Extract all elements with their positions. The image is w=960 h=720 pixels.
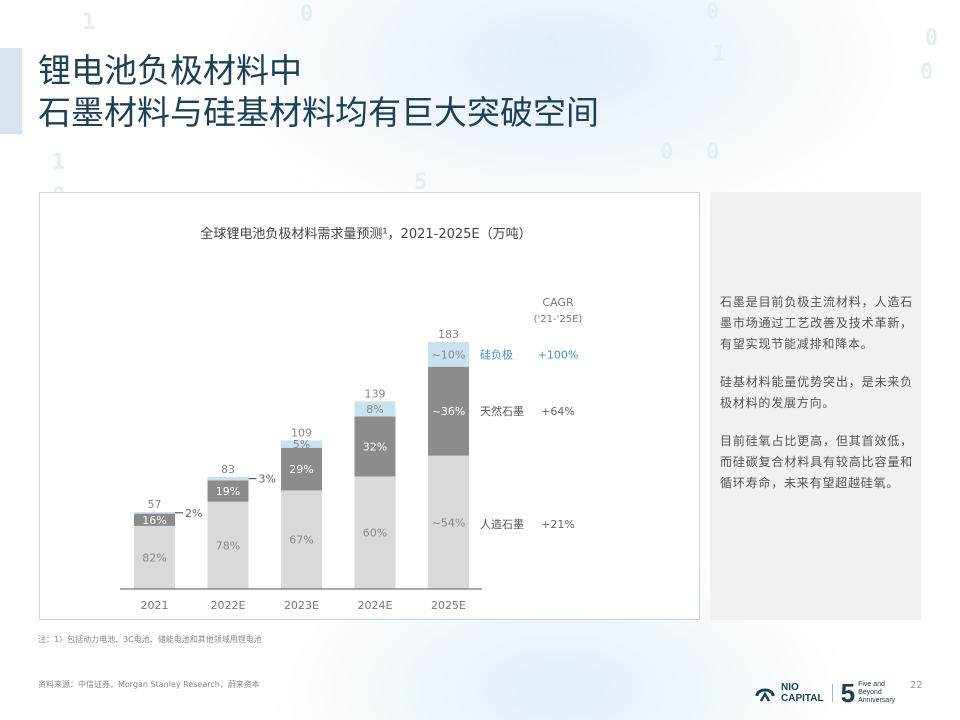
- bar-2025E-artificial-graphite: [428, 455, 469, 589]
- logo-name-line-1: NIO: [781, 682, 799, 693]
- tagline-line-3: Anniversary: [858, 697, 896, 704]
- total-label-2025E: 183: [438, 328, 459, 341]
- x-tick-labels: 2021 2022E 2023E 2024E 2025E: [141, 599, 467, 612]
- bar-2024E-natural-graphite: [354, 416, 396, 477]
- page-title: 锂电池负极材料中 石墨材料与硅基材料均有巨大突破空间: [38, 50, 599, 134]
- chart-title: 全球锂电池负极材料需求量预测¹，2021-2025E（万吨）: [200, 226, 531, 242]
- bar-2021-silicon: [134, 512, 175, 514]
- legend-cagr-2: +100%: [538, 348, 579, 361]
- segment-label-2024E-2: 8%: [366, 403, 383, 416]
- segment-label-2022E-0: 78%: [216, 539, 240, 552]
- anniversary-tagline: Five and Beyond Anniversary: [858, 681, 895, 705]
- chart-container: 全球锂电池负极材料需求量预测¹，2021-2025E（万吨） CAGR ('21…: [39, 192, 700, 620]
- series-legend: 人造石墨 +21% 天然石墨 +64% 硅负极 +100%: [480, 347, 578, 531]
- x-tick-2023E: 2023E: [284, 599, 319, 612]
- page-title-line-1: 锂电池负极材料中: [38, 51, 302, 90]
- segment-label-2024E-0: 60%: [363, 527, 387, 540]
- tagline-line-2: Beyond: [858, 689, 882, 696]
- bar-2021-artificial-graphite: [134, 525, 175, 589]
- bar-2022E-natural-graphite: [207, 480, 249, 502]
- page-title-line-2: 石墨材料与硅基材料均有巨大突破空间: [38, 93, 599, 132]
- segment-label-2025E-2: ~10%: [432, 348, 466, 361]
- footnote: 注：1）包括动力电池、3C电池、储能电池和其他领域用锂电池: [38, 635, 262, 644]
- bar-2023E-artificial-graphite: [281, 490, 322, 589]
- total-label-2021: 57: [148, 498, 162, 511]
- segment-label-2023E-1: 29%: [289, 463, 313, 476]
- segment-label-2022E-1: 19%: [216, 485, 240, 498]
- legend-cagr-1: +64%: [541, 405, 575, 418]
- commentary-silicon: 硅基材料能量优势突出，是未来负极材料的发展方向。: [720, 375, 913, 410]
- x-tick-2025E: 2025E: [431, 599, 466, 612]
- cagr-period: ('21-'25E): [534, 314, 583, 325]
- legend-cagr-0: +21%: [541, 518, 575, 531]
- segment-label-2022E-2: 3%: [259, 473, 276, 486]
- legend-name-2: 硅负极: [480, 347, 513, 361]
- bar-2021-natural-graphite: [134, 513, 175, 526]
- bar-2023E-silicon: [281, 440, 322, 448]
- nio-logo-icon: [755, 688, 775, 702]
- commentary-graphite: 石墨是目前负极主流材料，人造石墨市场通过工艺改善及技术革新，有望实现节能减排和降…: [720, 295, 913, 351]
- bar-2022E-silicon: [207, 476, 249, 481]
- legend-name-0: 人造石墨: [480, 517, 524, 531]
- commentary-panel: 石墨是目前负极主流材料，人造石墨市场通过工艺改善及技术革新，有望实现节能减排和降…: [710, 192, 921, 620]
- bar-2024E-artificial-graphite: [354, 476, 396, 589]
- nio-capital-logo: NIO CAPITAL 5 Five and Beyond Anniversar…: [754, 679, 895, 707]
- segment-label-2021-1: 16%: [142, 514, 166, 527]
- segment-label-2025E-0: ~54%: [432, 516, 466, 529]
- legend-name-1: 天然石墨: [480, 404, 524, 418]
- segment-label-2021-2: 2%: [185, 507, 202, 520]
- segment-label-2025E-1: ~36%: [432, 405, 466, 418]
- segment-label-2023E-0: 67%: [289, 534, 313, 547]
- x-tick-2022E: 2022E: [211, 599, 246, 612]
- segment-label-2024E-1: 32%: [363, 440, 387, 453]
- anniversary-number: 5: [840, 678, 856, 708]
- total-label-2024E: 139: [365, 387, 386, 400]
- total-label-2022E: 83: [221, 463, 235, 476]
- logo-separator: [831, 684, 833, 702]
- bars-group: 82% 16% 2% 57 78% 19% 3% 83 67% 29% 5%109 60% 32% 8% 1…: [134, 328, 469, 589]
- logo-wordmark: NIO CAPITAL: [781, 682, 824, 704]
- source-note: 资料来源：中信证券，Morgan Stanley Research，蔚来资本: [38, 680, 260, 689]
- cagr-header: CAGR: [542, 296, 574, 309]
- segment-label-2023E-2: 5%: [293, 438, 310, 451]
- x-tick-2021: 2021: [141, 599, 169, 612]
- title-accent-bar: [0, 48, 22, 134]
- logo-name-line-2: CAPITAL: [781, 693, 824, 704]
- stacked-bar-chart: 全球锂电池负极材料需求量预测¹，2021-2025E（万吨） CAGR ('21…: [120, 226, 583, 612]
- page-number: 22: [910, 680, 923, 691]
- bar-2025E-silicon: [428, 342, 469, 367]
- total-label-2023E: 109: [291, 426, 312, 439]
- bar-2022E-artificial-graphite: [207, 501, 249, 589]
- x-tick-2024E: 2024E: [358, 599, 393, 612]
- bar-2025E-natural-graphite: [428, 366, 469, 456]
- bar-2024E-silicon: [354, 401, 396, 417]
- segment-label-2021-0: 82%: [142, 551, 166, 564]
- bar-2023E-natural-graphite: [281, 447, 322, 491]
- commentary-silicon-oxide: 目前硅氧占比更高，但其首效低，而硅碳复合材料具有较高比容量和循环寿命，未来有望超…: [720, 434, 913, 490]
- tagline-line-1: Five and: [858, 681, 885, 688]
